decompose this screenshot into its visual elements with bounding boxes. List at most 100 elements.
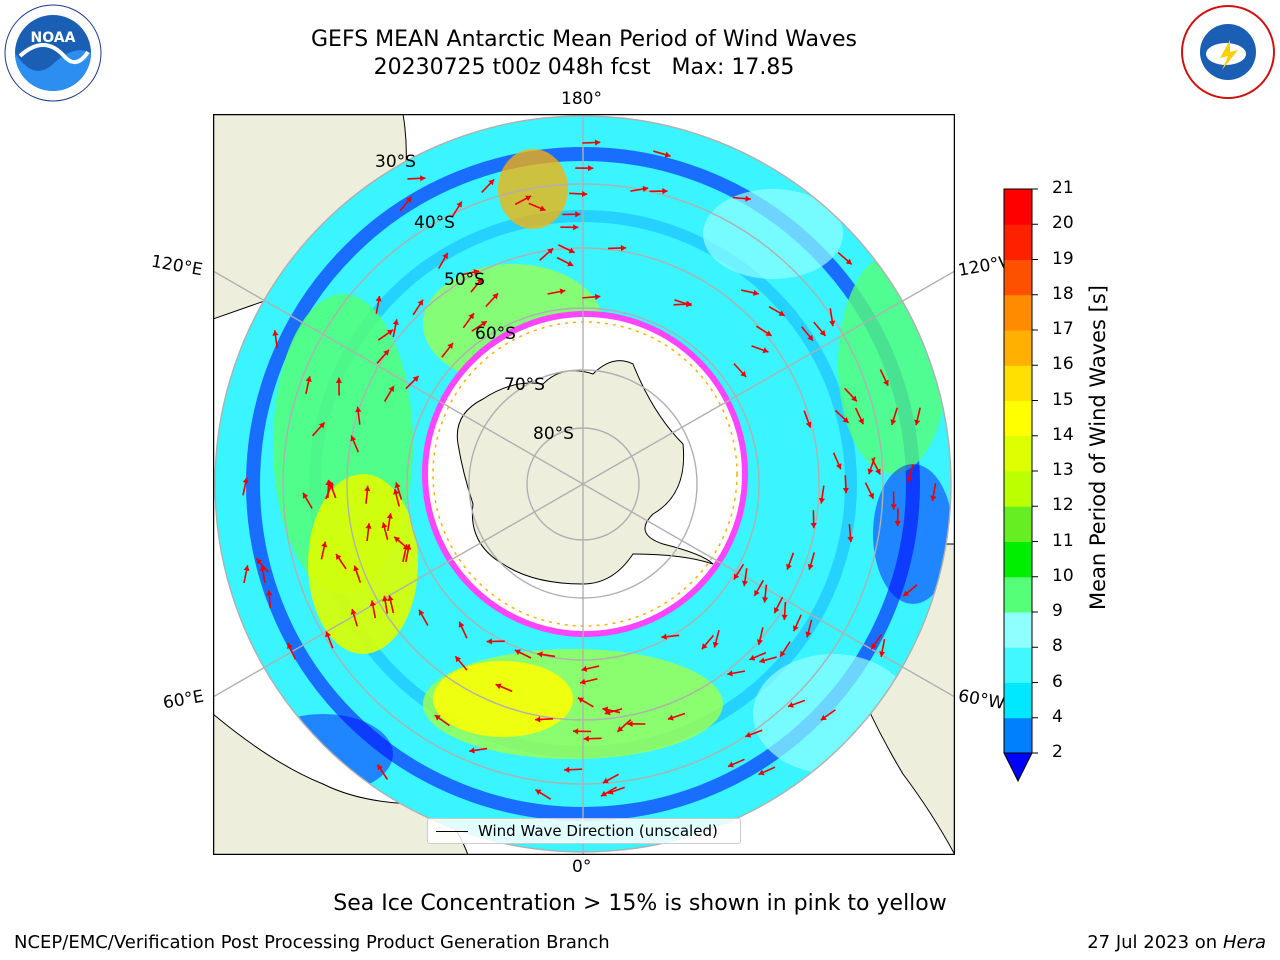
wind-wave-arrowhead: [243, 565, 250, 572]
wind-wave-arrowhead: [914, 419, 921, 426]
wind-wave-arrowhead: [350, 435, 357, 442]
wind-wave-arrowhead: [575, 211, 581, 218]
colorbar-tick-label: 16: [1052, 354, 1074, 375]
wind-wave-arrowhead: [805, 631, 812, 638]
lat-label-40s: 40°S: [414, 213, 455, 233]
wind-wave-arrowhead: [495, 683, 502, 690]
wind-wave-arrowhead: [871, 643, 877, 650]
wind-wave-arrowhead: [567, 260, 574, 267]
wind-wave-arrowhead: [486, 638, 492, 645]
lon-label-180: 180°: [561, 89, 602, 109]
wind-wave-arrowhead: [377, 764, 383, 771]
wind-wave-direction-arrows: [242, 139, 937, 800]
lat-label-70s: 70°S: [504, 375, 545, 395]
wind-wave-arrowhead: [642, 185, 649, 192]
wind-wave-arrowhead: [820, 714, 827, 721]
wind-wave-arrowhead: [535, 789, 542, 796]
colorbar-tick-label: 2: [1052, 742, 1063, 762]
wind-wave-arrowhead: [456, 201, 462, 208]
wind-wave-arrowhead: [662, 188, 668, 195]
footer-machine: Hera: [1222, 932, 1266, 953]
wind-wave-arrowhead: [302, 492, 309, 499]
wind-wave-arrowhead: [793, 625, 799, 632]
colorbar-segment: [1004, 612, 1032, 648]
colorbar-segment: [1004, 471, 1032, 507]
wind-wave-arrowhead: [434, 715, 441, 721]
colorbar-tick-label: 21: [1052, 178, 1074, 198]
colorbar-label: Mean Period of Wind Waves [s]: [1086, 285, 1110, 610]
wind-wave-arrowhead: [335, 553, 342, 560]
lon-label-60e: 60°E: [161, 686, 206, 714]
wind-wave-arrowhead: [759, 657, 766, 664]
wind-wave-arrowhead: [781, 614, 788, 620]
wind-wave-arrowhead: [266, 590, 273, 596]
wind-wave-arrowhead: [568, 247, 575, 254]
wind-wave-arrowhead: [890, 419, 897, 425]
wind-wave-arrowhead: [894, 521, 901, 527]
wind-wave-arrowhead: [405, 196, 412, 203]
wind-wave-arrowhead: [386, 513, 393, 519]
wind-wave-arrowhead: [394, 482, 401, 489]
wind-wave-arrowhead: [559, 288, 566, 295]
wind-wave-arrowhead: [412, 376, 419, 382]
wind-wave-arrowhead: [365, 523, 372, 529]
wind-wave-arrowhead: [350, 609, 357, 615]
wind-wave-arrowhead: [305, 376, 312, 382]
wind-wave-arrowhead: [879, 651, 886, 657]
wind-wave-arrowhead: [867, 468, 874, 475]
wind-wave-arrowhead: [287, 642, 293, 649]
wind-wave-arrowhead: [455, 656, 462, 663]
wind-wave-arrowhead: [420, 175, 426, 182]
colorbar-tick-label: 14: [1052, 424, 1074, 445]
wind-wave-arrowhead: [845, 258, 852, 265]
colorbar-tick-label: 12: [1052, 495, 1074, 516]
wind-wave-arrowhead: [842, 487, 849, 494]
wind-wave-arrowhead: [321, 541, 328, 548]
wind-wave-arrowhead: [786, 563, 792, 570]
lat-label-60s: 60°S: [475, 324, 516, 344]
wind-wave-arrowhead: [664, 151, 671, 158]
lon-label-120e: 120°E: [149, 251, 205, 281]
wind-wave-arrowhead: [418, 609, 425, 616]
wind-wave-arrowhead: [581, 665, 588, 672]
colorbar-segment: [1004, 259, 1032, 296]
colorbar-tick-label: 19: [1052, 248, 1074, 269]
noaa-logo-text: NOAA: [31, 30, 76, 46]
wind-wave-arrowhead: [883, 379, 889, 386]
wind-wave-arrowhead: [369, 600, 376, 607]
wind-wave-arrowhead: [607, 788, 614, 795]
colorbar-segment: [1004, 400, 1032, 437]
wind-wave-arrowhead: [583, 735, 589, 742]
wind-wave-arrowhead: [488, 179, 495, 186]
wind-wave-arrowhead: [810, 522, 817, 529]
wind-wave-arrowhead: [600, 790, 607, 797]
land-antarctica: [456, 360, 714, 585]
wind-wave-arrowhead: [492, 293, 499, 300]
colorbar-segment: [1004, 506, 1032, 542]
wind-wave-arrowhead: [819, 329, 826, 336]
wind-wave-arrowhead: [807, 334, 814, 341]
wind-wave-arrowhead: [835, 463, 842, 470]
wind-wave-arrowhead: [375, 296, 382, 302]
wind-wave-arrowhead: [469, 747, 475, 754]
colorbar-segment: [1004, 330, 1032, 366]
wind-wave-arrowhead: [701, 643, 708, 650]
wind-wave-arrowhead: [712, 641, 719, 648]
wind-wave-arrowhead: [807, 563, 814, 570]
wind-wave-arrowhead: [740, 371, 747, 377]
wind-wave-arrowhead: [573, 728, 579, 735]
wind-wave-arrowhead: [381, 522, 388, 529]
wind-wave-arrowhead: [480, 321, 487, 327]
wind-wave-arrowhead: [564, 766, 570, 773]
wind-wave-arrowhead: [392, 319, 399, 325]
wind-wave-arrowhead: [594, 293, 601, 300]
lat-label-50s: 50°S: [444, 270, 485, 290]
wind-wave-arrowhead: [272, 330, 279, 336]
wind-wave-arrowhead: [733, 573, 740, 580]
wind-wave-arrowhead: [847, 536, 854, 543]
map-legend: Wind Wave Direction (unscaled): [427, 818, 741, 844]
wind-wave-arrowhead: [741, 580, 748, 587]
wind-wave-arrowhead: [394, 536, 401, 543]
wind-wave-arrowhead: [242, 477, 249, 484]
colorbar-segment: [1004, 189, 1032, 225]
